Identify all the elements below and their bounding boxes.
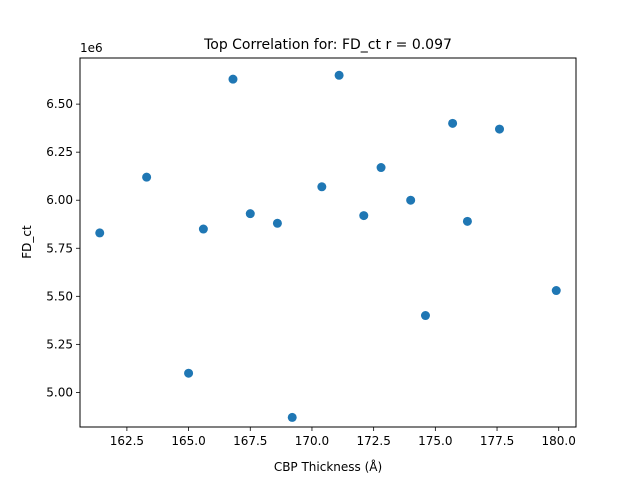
- y-tick-label: 6.50: [46, 97, 73, 111]
- data-point: [495, 124, 505, 134]
- y-tick-label: 5.25: [46, 337, 73, 351]
- data-point: [272, 218, 282, 228]
- x-tick-label: 162.5: [110, 434, 144, 448]
- chart-title: Top Correlation for: FD_ct r = 0.097: [203, 37, 452, 53]
- x-tick-label: 177.5: [480, 434, 514, 448]
- data-point: [551, 286, 561, 296]
- data-point: [420, 311, 430, 321]
- data-point: [184, 368, 194, 378]
- data-point: [198, 224, 208, 234]
- plot-area: 162.5 165.0 167.5 170.0 172.5 175.0 177.5 180.0…: [46, 70, 576, 448]
- data-point: [448, 118, 458, 128]
- x-tick-label: 180.0: [542, 434, 576, 448]
- data-point: [245, 209, 255, 219]
- data-point: [317, 182, 327, 192]
- y-tick-label: 6.25: [46, 145, 73, 159]
- x-tick-label: 165.0: [171, 434, 205, 448]
- axes-frame: [79, 57, 577, 428]
- x-tick-label: 172.5: [356, 434, 390, 448]
- y-tick-label: 5.00: [46, 385, 73, 399]
- data-point: [228, 74, 238, 84]
- x-axis-label: CBP Thickness (Å): [274, 459, 382, 474]
- y-offset-label: 1e6: [80, 41, 103, 55]
- y-tick-label: 5.50: [46, 289, 73, 303]
- data-point: [462, 216, 472, 226]
- data-point: [334, 70, 344, 80]
- y-tick-label: 6.00: [46, 193, 73, 207]
- data-point: [287, 412, 297, 422]
- y-tick-label: 5.75: [46, 241, 73, 255]
- x-tick-label: 175.0: [418, 434, 452, 448]
- y-axis-label: FD_ct: [20, 225, 34, 259]
- data-point: [142, 172, 152, 182]
- data-point: [406, 195, 416, 205]
- data-point: [359, 211, 369, 221]
- data-point: [95, 228, 105, 238]
- x-tick-label: 170.0: [295, 434, 329, 448]
- data-point: [376, 163, 386, 173]
- x-tick-label: 167.5: [233, 434, 267, 448]
